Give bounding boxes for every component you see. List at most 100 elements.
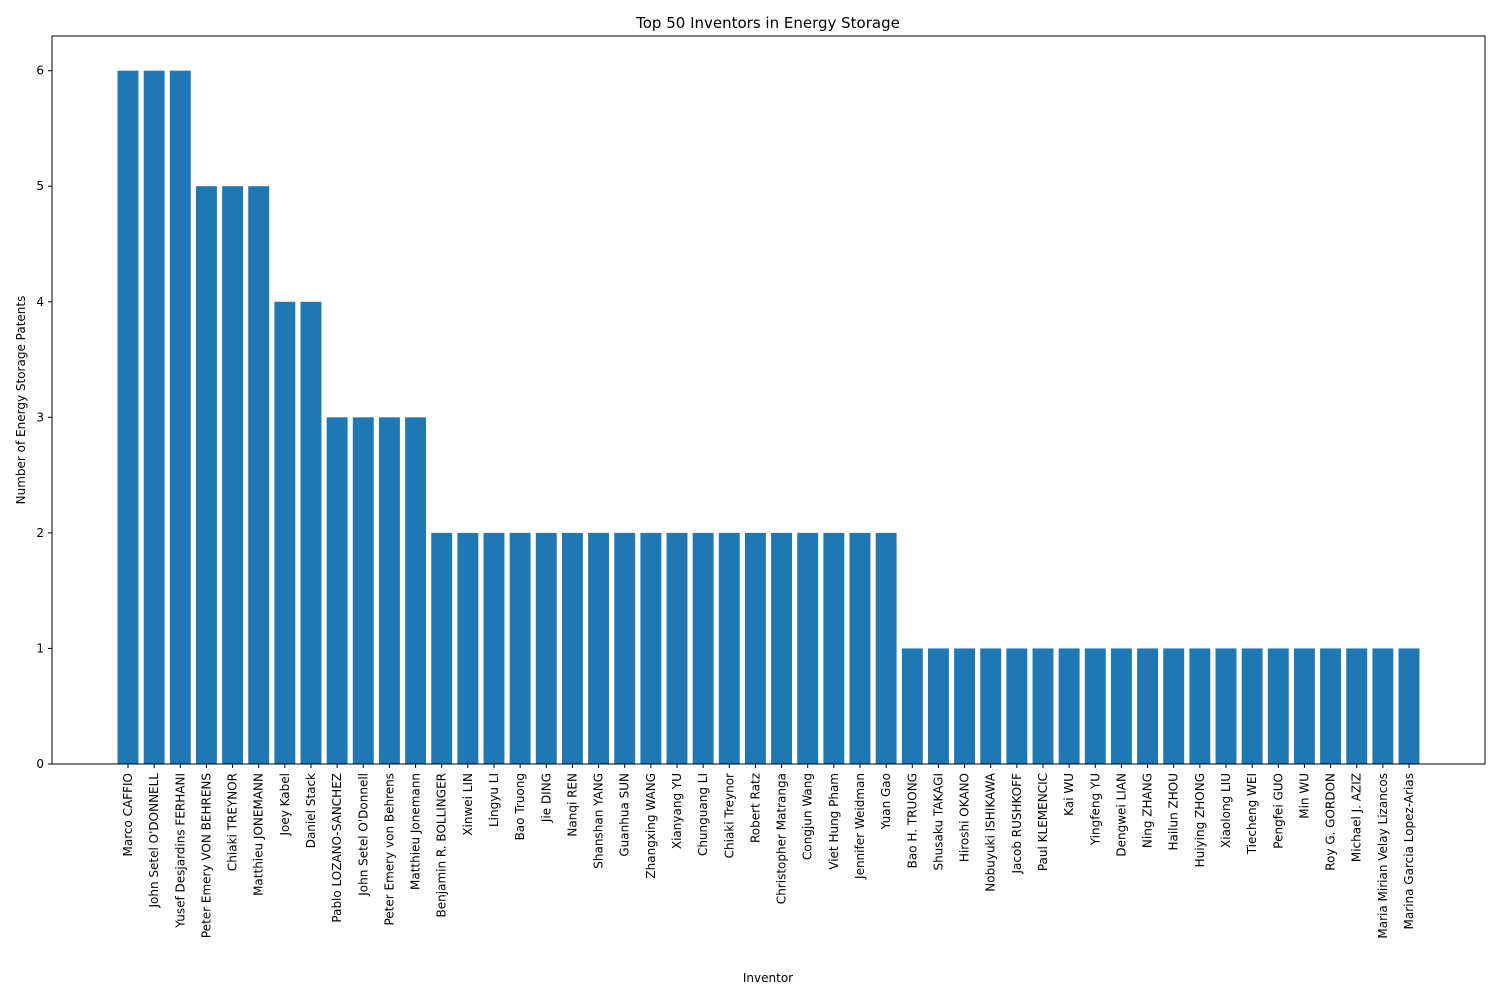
- bar: [1137, 648, 1158, 764]
- x-tick-label: Yingfeng YU: [1088, 773, 1102, 846]
- x-tick-label: Matthieu Jonemann: [409, 773, 423, 890]
- bar: [719, 533, 740, 764]
- bar: [797, 533, 818, 764]
- x-tick-label: Hailun ZHOU: [1167, 773, 1181, 851]
- x-tick-label: Marco CAFFIO: [121, 773, 135, 857]
- x-tick-label: Zhangxing WANG: [644, 773, 658, 879]
- bar: [1399, 648, 1420, 764]
- x-axis-title: Inventor: [743, 971, 793, 985]
- x-tick-label: Congjun Wang: [801, 773, 815, 860]
- y-axis-title: Number of Energy Storage Patents: [14, 296, 28, 505]
- bar: [457, 533, 478, 764]
- x-tick-label: Christopher Matranga: [775, 773, 789, 904]
- bar: [928, 648, 949, 764]
- bar: [1033, 648, 1054, 764]
- x-tick-label: Huiying ZHONG: [1193, 773, 1207, 867]
- bar: [1372, 648, 1393, 764]
- x-tick-label: Robert Ratz: [748, 773, 762, 843]
- bar: [1189, 648, 1210, 764]
- bar: [693, 533, 714, 764]
- chart-title: Top 50 Inventors in Energy Storage: [635, 14, 900, 32]
- bar: [1268, 648, 1289, 764]
- bar: [353, 417, 374, 764]
- bar: [196, 186, 217, 764]
- x-tick-label: Shusaku TAKAGI: [931, 773, 945, 871]
- x-tick-label: Pengfei GUO: [1271, 773, 1285, 849]
- x-tick-label: Chunguang LI: [696, 773, 710, 856]
- bar: [954, 648, 975, 764]
- x-tick-label: Jie DING: [539, 773, 553, 823]
- x-tick-label: Bao Truong: [513, 773, 527, 840]
- bar: [1006, 648, 1027, 764]
- x-tick-label: Peter Emery von Behrens: [382, 773, 396, 926]
- bar: [222, 186, 243, 764]
- x-tick-label: Viet Hung Pham: [827, 773, 841, 870]
- x-tick-label: Min WU: [1297, 773, 1311, 819]
- x-tick-label: Shanshan YANG: [592, 773, 606, 869]
- y-tick-label: 5: [36, 179, 44, 193]
- bar: [1111, 648, 1132, 764]
- x-tick-label: Jennifer Weidman: [853, 773, 867, 880]
- x-tick-label: Daniel Stack: [304, 773, 318, 848]
- bar: [614, 533, 635, 764]
- bar: [1346, 648, 1367, 764]
- bar: [850, 533, 871, 764]
- x-tick-label: Joey Kabel: [278, 773, 292, 837]
- bar: [1294, 648, 1315, 764]
- x-tick-label: Maria Mirian Velay Lizancos: [1376, 773, 1390, 939]
- bar: [327, 417, 348, 764]
- bar: [902, 648, 923, 764]
- bar: [118, 71, 139, 764]
- y-tick-label: 0: [36, 757, 44, 771]
- bar: [510, 533, 531, 764]
- x-tick-label: Yusef Desjardins FERHANI: [173, 773, 187, 929]
- x-tick-label: Michael J. AZIZ: [1350, 773, 1364, 862]
- x-tick-label: Tiecheng WEI: [1245, 773, 1259, 855]
- bar: [1242, 648, 1263, 764]
- bar: [1085, 648, 1106, 764]
- bar: [1059, 648, 1080, 764]
- x-tick-label: Dengwei LIAN: [1114, 773, 1128, 857]
- bar: [876, 533, 897, 764]
- x-tick-label: Ning ZHANG: [1141, 773, 1155, 848]
- bar: [536, 533, 557, 764]
- x-tick-label: Bao H. TRUONG: [905, 773, 919, 868]
- y-tick-label: 3: [36, 410, 44, 424]
- bar: [144, 71, 165, 764]
- x-tick-label: John Setel O'Donnell: [356, 773, 370, 897]
- x-tick-label: Kai WU: [1062, 773, 1076, 816]
- y-tick-label: 2: [36, 526, 44, 540]
- bar: [980, 648, 1001, 764]
- bar: [1216, 648, 1237, 764]
- bar: [170, 71, 191, 764]
- bar: [745, 533, 766, 764]
- x-tick-label: Xinwei LIN: [461, 773, 475, 836]
- x-tick-label: Matthieu JONEMANN: [252, 773, 266, 896]
- y-tick-label: 6: [36, 64, 44, 78]
- x-tick-label: Nanqi REN: [565, 773, 579, 837]
- x-tick-label: Xianyang YU: [670, 773, 684, 849]
- bar: [588, 533, 609, 764]
- x-tick-label: John Setel O'DONNELL: [147, 773, 161, 909]
- x-tick-label: Roy G. GORDON: [1324, 773, 1338, 871]
- x-tick-label: Peter Emery VON BEHRENS: [199, 773, 213, 938]
- x-tick-label: Hiroshi OKANO: [958, 773, 972, 862]
- x-tick-label: Chiaki TREYNOR: [226, 773, 240, 871]
- x-tick-label: Chiaki Treynor: [722, 773, 736, 858]
- bar: [640, 533, 661, 764]
- bar: [301, 302, 322, 764]
- bar: [248, 186, 269, 764]
- x-tick-label: Marina Garcia Lopez-Arias: [1402, 773, 1416, 929]
- bar: [771, 533, 792, 764]
- x-tick-label: Benjamin R. BOLLINGER: [435, 773, 449, 917]
- bar: [823, 533, 844, 764]
- bar: [1163, 648, 1184, 764]
- y-tick-label: 1: [36, 641, 44, 655]
- bar: [405, 417, 426, 764]
- x-tick-label: Paul KLEMENCIC: [1036, 773, 1050, 871]
- bar: [274, 302, 295, 764]
- x-tick-label: Jacob RUSHKOFF: [1010, 773, 1024, 875]
- x-tick-label: Lingyu LI: [487, 773, 501, 827]
- bar: [484, 533, 505, 764]
